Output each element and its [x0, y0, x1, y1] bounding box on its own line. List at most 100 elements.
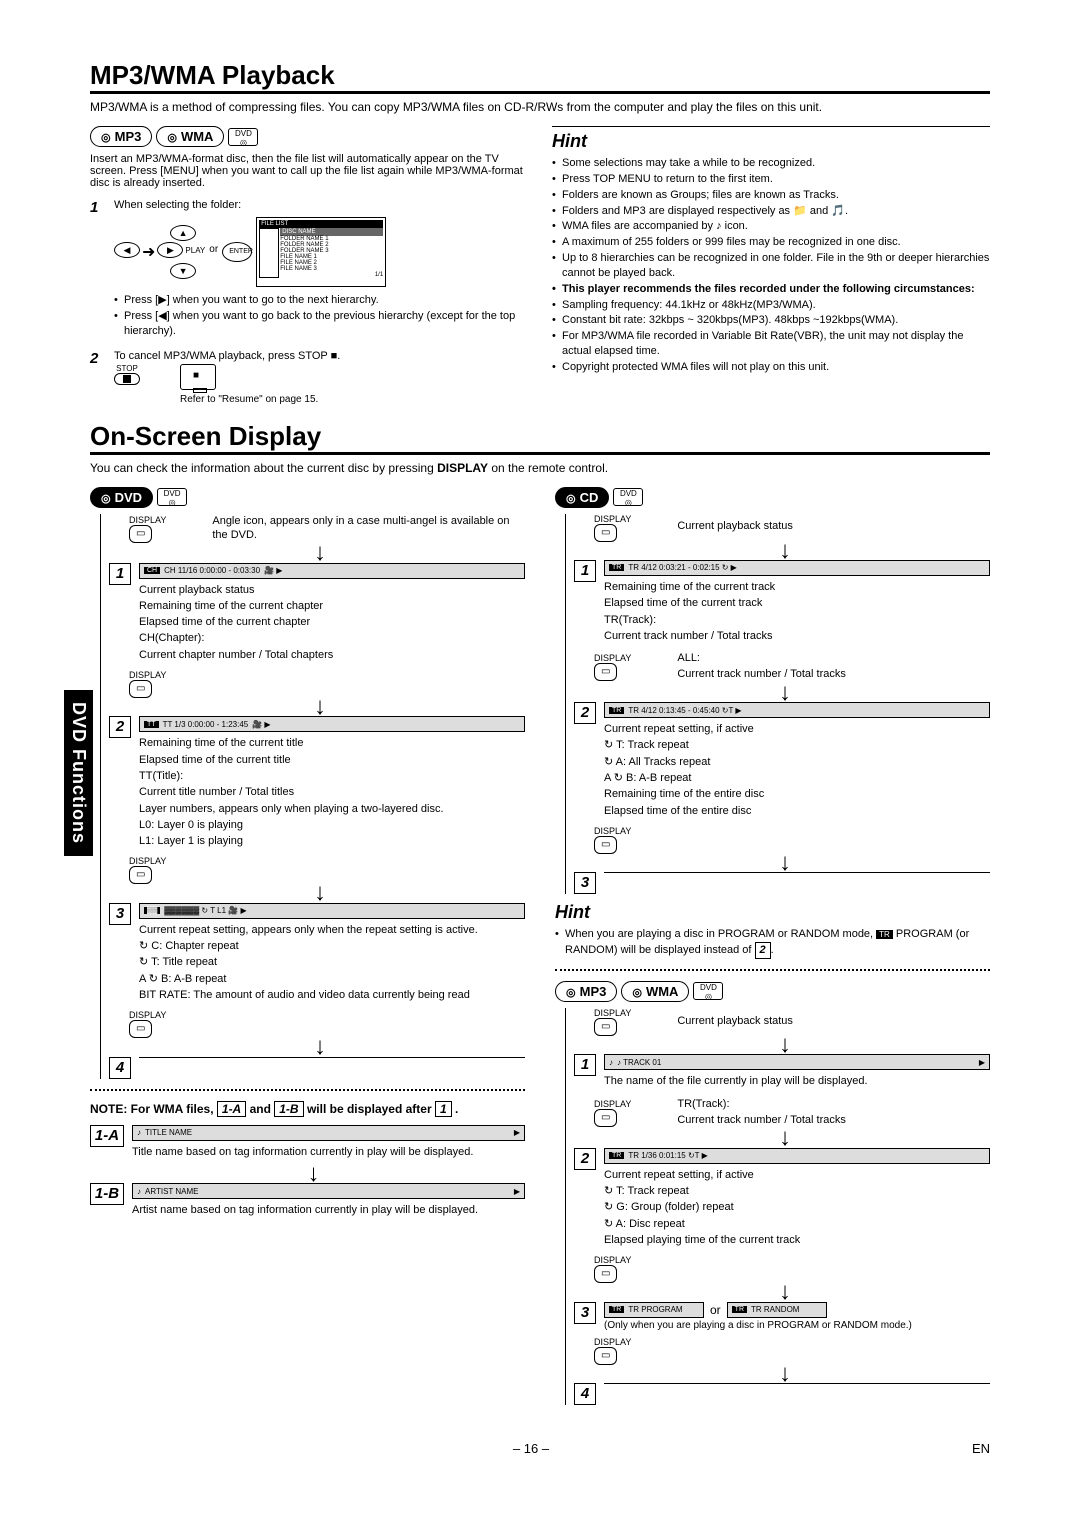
right-button[interactable]: ▶ — [157, 242, 183, 258]
display-label: DISPLAY — [594, 1337, 631, 1347]
tv-icon — [180, 364, 216, 390]
cd-desc: Current playback status — [677, 519, 793, 533]
dvd-disc-icon: DVD◎ — [157, 488, 187, 506]
step1-note-1: Press [◀] when you want to go back to th… — [114, 309, 528, 339]
mp3-desc: ↻ T: Track repeat — [604, 1184, 990, 1198]
cd-desc: Elapsed time of the entire disc — [604, 804, 990, 818]
up-button[interactable]: ▲ — [170, 225, 196, 241]
mp3-readout-3b: TRTR RANDOM — [727, 1302, 827, 1318]
step1-num: 1 — [90, 199, 104, 340]
mp3-readout-2: TRTR 1/36 0:01:15 ↻T ▶ — [604, 1148, 990, 1164]
badge-wma-2: WMA — [646, 984, 679, 999]
mp3-intro: MP3/WMA is a method of compressing files… — [90, 100, 990, 114]
mp3-left-text: Insert an MP3/WMA-format disc, then the … — [90, 153, 528, 189]
cd-desc: A ↻ B: A-B repeat — [604, 771, 990, 785]
display-button[interactable] — [129, 525, 152, 543]
dvd-desc: Remaining time of the current title — [139, 736, 525, 750]
display-button[interactable] — [129, 680, 152, 698]
mp3-desc: ↻ A: Disc repeat — [604, 1217, 990, 1231]
cd-step-2: 2 — [574, 702, 596, 724]
mp3-readout-1: ♪♪ TRACK 01▶ — [604, 1054, 990, 1070]
dvd-desc: L0: Layer 0 is playing — [139, 818, 525, 832]
display-button[interactable] — [594, 524, 617, 542]
step2-text: To cancel MP3/WMA playback, press STOP ■… — [114, 350, 528, 362]
display-button[interactable] — [594, 1109, 617, 1127]
display-button[interactable] — [594, 1347, 617, 1365]
dvd-readout-2: TTTT 1/3 0:00:00 - 1:23:45🎥 ▶ — [139, 716, 525, 732]
side-tab: DVD Functions — [64, 690, 93, 856]
mp3-step-4: 4 — [574, 1383, 596, 1405]
mp3-desc: ↻ G: Group (folder) repeat — [604, 1200, 990, 1214]
dvd-desc: Elapsed time of the current chapter — [139, 615, 525, 629]
display-label: DISPLAY — [129, 515, 166, 525]
dvd-desc: CH(Chapter): — [139, 631, 525, 645]
badge-wma: WMA — [181, 129, 214, 144]
stop-button[interactable] — [114, 373, 140, 385]
dvd-desc: Current title number / Total titles — [139, 785, 525, 799]
cd-desc: Current track number / Total tracks — [604, 629, 990, 643]
dvd-desc: Current playback status — [139, 583, 525, 597]
dvd-desc: Artist name based on tag information cur… — [132, 1203, 525, 1217]
dvd-step-3: 3 — [109, 903, 131, 925]
cd-desc: Current track number / Total tracks — [677, 667, 846, 681]
display-label: DISPLAY — [129, 856, 166, 866]
display-label: DISPLAY — [129, 1010, 166, 1020]
mp3-step-1: 1 — [574, 1054, 596, 1076]
display-button[interactable] — [594, 1018, 617, 1036]
file-list-screen: FILE LIST DISC NAME FOLDER NAME 1 FOLDER… — [256, 217, 386, 287]
mp3-desc: Current repeat setting, if active — [604, 1168, 990, 1182]
badge-mp3-2: MP3 — [580, 984, 607, 999]
display-label: DISPLAY — [594, 826, 631, 836]
mp3-desc: Elapsed playing time of the current trac… — [604, 1233, 990, 1247]
or-label: or — [710, 1303, 721, 1317]
step1-text: When selecting the folder: — [114, 199, 528, 211]
dvd-disc-icon: DVD◎ — [613, 488, 643, 506]
cd-readout-2: TRTR 4/12 0:13:45 - 0:45:40 ↻T ▶ — [604, 702, 990, 718]
display-label: DISPLAY — [594, 1099, 631, 1109]
cd-hint: When you are playing a disc in PROGRAM o… — [555, 927, 990, 959]
page-number: – 16 – — [513, 1441, 549, 1456]
badge-cd: CD — [580, 490, 599, 505]
cd-hint-title: Hint — [555, 902, 990, 923]
cd-desc: Elapsed time of the current track — [604, 596, 990, 610]
dvd-step-1b: 1-B — [90, 1183, 124, 1205]
dvd-readout-1: CHCH 11/16 0:00:00 - 0:03:30🎥 ▶ — [139, 563, 525, 579]
dvd-step-4: 4 — [109, 1057, 131, 1079]
dvd-desc: A ↻ B: A-B repeat — [139, 972, 525, 986]
resume-ref: Refer to "Resume" on page 15. — [180, 394, 528, 405]
down-button[interactable]: ▼ — [170, 263, 196, 279]
dvd-desc: Current repeat setting, appears only whe… — [139, 923, 525, 937]
display-label: DISPLAY — [594, 514, 631, 524]
dvd-step-2: 2 — [109, 716, 131, 738]
cd-desc: Remaining time of the entire disc — [604, 787, 990, 801]
hint-list: Some selections may take a while to be r… — [552, 156, 990, 375]
step2-num: 2 — [90, 350, 104, 405]
cd-desc: ALL: — [677, 651, 846, 665]
cd-desc: ↻ A: All Tracks repeat — [604, 755, 990, 769]
dvd-step-1a: 1-A — [90, 1125, 124, 1147]
mp3-desc: Current track number / Total tracks — [677, 1113, 846, 1127]
hint-title: Hint — [552, 131, 990, 152]
dvd-desc: ↻ C: Chapter repeat — [139, 939, 525, 953]
display-button[interactable] — [129, 1020, 152, 1038]
dvd-readout-3: ▓▓▓▓▓▓▓▓ ↻ T L1 🎥 ▶ — [139, 903, 525, 919]
or-label: or — [209, 244, 218, 262]
display-button[interactable] — [594, 1265, 617, 1283]
dvd-readout-1a: ♪TITLE NAME▶ — [132, 1125, 525, 1141]
display-button[interactable] — [594, 836, 617, 854]
mp3-title: MP3/WMA Playback — [90, 60, 990, 94]
display-button[interactable] — [594, 663, 617, 681]
dvd-disc-icon: DVD◎ — [693, 982, 723, 1000]
cd-readout-1: TRTR 4/12 0:03:21 - 0:02:15 ↻ ▶ — [604, 560, 990, 576]
display-button[interactable] — [129, 866, 152, 884]
display-label: DISPLAY — [594, 653, 631, 663]
cd-desc: ↻ T: Track repeat — [604, 738, 990, 752]
display-label: DISPLAY — [594, 1255, 631, 1265]
enter-button[interactable]: ENTER — [222, 242, 252, 262]
dvd-desc: L1: Layer 1 is playing — [139, 834, 525, 848]
display-label: DISPLAY — [129, 670, 166, 680]
cd-desc: Remaining time of the current track — [604, 580, 990, 594]
left-button[interactable]: ◀ — [114, 242, 140, 258]
mp3-desc: Current playback status — [677, 1014, 793, 1028]
mp3-badges: MP3 WMA DVD◎ — [90, 126, 528, 147]
